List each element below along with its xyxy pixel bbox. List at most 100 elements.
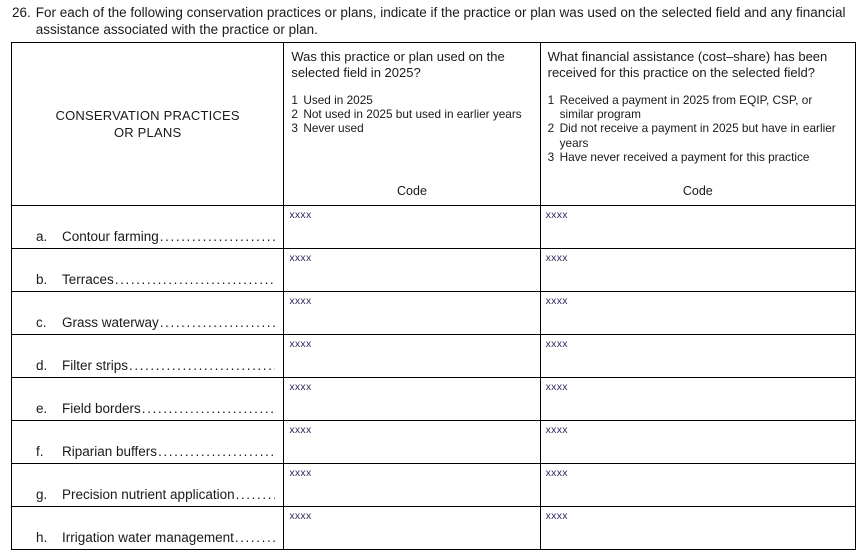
finance-option: 3 Have never received a payment for this… <box>548 150 848 164</box>
practice-letter: d. <box>36 358 48 373</box>
finance-code-cell[interactable]: xxxx <box>539 291 857 335</box>
table-row: f. Riparian buffers......................… <box>10 420 857 464</box>
used-option-number: 2 <box>291 107 298 122</box>
used-code-label: Code <box>397 184 427 198</box>
practice-letter: c. <box>36 315 47 330</box>
used-code-cell[interactable]: xxxx <box>283 463 541 507</box>
used-code-value[interactable]: xxxx <box>289 252 312 264</box>
finance-code-value[interactable]: xxxx <box>545 252 568 264</box>
used-option: 3 Never used <box>291 121 532 135</box>
dot-leader: ........................................… <box>234 530 275 545</box>
finance-option-number: 2 <box>547 121 555 136</box>
used-code-value[interactable]: xxxx <box>289 295 312 307</box>
dot-leader: ........................................… <box>129 358 275 373</box>
used-code-cell[interactable]: xxxx <box>283 377 541 421</box>
table-header: CONSERVATION PRACTICES OR PLANS Was this… <box>10 42 857 206</box>
table-row: b. Terraces..............................… <box>10 248 857 292</box>
dot-leader: ........................................… <box>159 229 276 244</box>
finance-code-value[interactable]: xxxx <box>545 338 568 350</box>
finance-code-cell[interactable]: xxxx <box>539 248 857 292</box>
used-option-label: Never used <box>303 121 364 136</box>
used-code-value[interactable]: xxxx <box>289 510 312 522</box>
used-code-cell[interactable]: xxxx <box>283 334 541 378</box>
finance-code-cell[interactable]: xxxx <box>539 334 857 378</box>
dot-leader: ........................................… <box>159 315 276 330</box>
practice-label: Contour farming <box>62 229 159 244</box>
used-code-cell[interactable]: xxxx <box>283 248 541 292</box>
table-row: d. Filter strips.........................… <box>10 334 857 378</box>
finance-option: 2 Did not receive a payment in 2025 but … <box>548 121 848 149</box>
finance-option-label: Did not receive a payment in 2025 but ha… <box>559 121 836 150</box>
finance-code-value[interactable]: xxxx <box>545 467 568 479</box>
table-body: a. Contour farming.......................… <box>10 205 857 550</box>
finance-code-cell[interactable]: xxxx <box>539 377 857 421</box>
practice-label: Grass waterway <box>62 315 159 330</box>
finance-code-value[interactable]: xxxx <box>545 510 568 522</box>
finance-option-label: Have never received a payment for this p… <box>559 149 810 164</box>
dot-leader: ........................................… <box>114 272 276 287</box>
finance-code-cell[interactable]: xxxx <box>539 420 857 464</box>
header-cell-used: Was this practice or plan used on the se… <box>283 42 541 206</box>
used-code-value[interactable]: xxxx <box>289 467 312 479</box>
finance-code-value[interactable]: xxxx <box>545 424 568 436</box>
used-option-number: 3 <box>291 121 298 136</box>
practice-cell: b. Terraces..............................… <box>10 248 285 292</box>
used-code-value[interactable]: xxxx <box>289 424 312 436</box>
practice-cell: d. Filter strips.........................… <box>10 334 285 378</box>
table-row: g. Precision nutrient application........… <box>10 463 857 507</box>
practice-label: Irrigation water management <box>62 530 234 545</box>
finance-code-value[interactable]: xxxx <box>545 295 568 307</box>
used-option-number: 1 <box>291 93 298 107</box>
finance-code-value[interactable]: xxxx <box>545 209 568 221</box>
used-code-value[interactable]: xxxx <box>289 381 312 393</box>
used-code-cell[interactable]: xxxx <box>283 506 541 550</box>
conservation-practices-table: CONSERVATION PRACTICES OR PLANS Was this… <box>10 42 857 550</box>
dot-leader: ........................................… <box>141 401 276 416</box>
question-number: 26. <box>12 5 31 20</box>
header-cell-finance: What financial assistance (cost–share) h… <box>539 42 857 206</box>
finance-code-cell[interactable]: xxxx <box>539 506 857 550</box>
used-prompt: Was this practice or plan used on the se… <box>291 49 505 80</box>
practices-title-line-2: OR PLANS <box>113 125 182 140</box>
practice-label: Precision nutrient application <box>62 487 235 502</box>
table-row: h. Irrigation water management...........… <box>10 506 857 550</box>
finance-code-value[interactable]: xxxx <box>545 381 568 393</box>
practice-letter: b. <box>36 272 48 287</box>
practice-cell: h. Irrigation water management...........… <box>10 506 285 550</box>
used-options-list: 1 Used in 2025 2 Not used in 2025 but us… <box>291 93 532 136</box>
practice-cell: f. Riparian buffers......................… <box>10 420 285 464</box>
finance-options-list: 1 Received a payment in 2025 from EQIP, … <box>548 93 848 164</box>
finance-option: 1 Received a payment in 2025 from EQIP, … <box>548 93 848 121</box>
used-option-label: Not used in 2025 but used in earlier yea… <box>303 107 522 122</box>
used-code-value[interactable]: xxxx <box>289 209 312 221</box>
practice-cell: a. Contour farming.......................… <box>10 205 285 249</box>
finance-code-cell[interactable]: xxxx <box>539 205 857 249</box>
table-row: a. Contour farming.......................… <box>10 205 857 249</box>
practice-label: Filter strips <box>62 358 129 373</box>
table-row: c. Grass waterway........................… <box>10 291 857 335</box>
question-text: For each of the following conservation p… <box>35 5 846 37</box>
practice-letter: h. <box>36 530 48 545</box>
used-code-cell[interactable]: xxxx <box>283 205 541 249</box>
header-cell-practices: CONSERVATION PRACTICES OR PLANS <box>10 42 285 206</box>
used-option: 2 Not used in 2025 but used in earlier y… <box>291 107 532 121</box>
used-code-cell[interactable]: xxxx <box>283 291 541 335</box>
dot-leader: ........................................… <box>158 444 276 459</box>
used-option: 1 Used in 2025 <box>291 93 532 107</box>
practice-label: Riparian buffers <box>62 444 158 459</box>
header-row: CONSERVATION PRACTICES OR PLANS Was this… <box>10 42 857 206</box>
practice-label: Field borders <box>62 401 141 416</box>
finance-option-label: Received a payment in 2025 from EQIP, CS… <box>559 93 813 122</box>
practice-letter: f. <box>36 444 44 459</box>
table-row: e. Field borders.........................… <box>10 377 857 421</box>
practices-column-title: CONSERVATION PRACTICES OR PLANS <box>12 43 283 205</box>
used-code-value[interactable]: xxxx <box>289 338 312 350</box>
finance-code-cell[interactable]: xxxx <box>539 463 857 507</box>
practice-letter: a. <box>36 229 48 244</box>
practice-letter: e. <box>36 401 48 416</box>
used-code-cell[interactable]: xxxx <box>283 420 541 464</box>
dot-leader: ........................................… <box>235 487 276 502</box>
finance-option-number: 3 <box>547 149 555 164</box>
finance-prompt: What financial assistance (cost–share) h… <box>547 49 828 80</box>
